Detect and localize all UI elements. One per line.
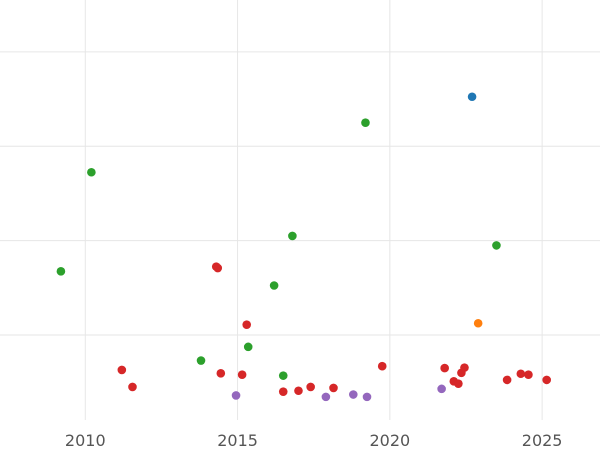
data-point-green bbox=[56, 267, 66, 276]
data-point-green bbox=[243, 342, 253, 352]
data-point-green bbox=[278, 371, 288, 380]
data-point-red bbox=[516, 369, 526, 379]
x-tick-label: 2020 bbox=[369, 431, 410, 450]
data-point-red bbox=[237, 370, 247, 379]
data-point-red bbox=[242, 320, 252, 329]
data-point-red bbox=[306, 382, 315, 392]
data-point-red bbox=[117, 365, 127, 375]
data-point-purple bbox=[348, 390, 358, 399]
data-point-red bbox=[278, 387, 288, 396]
data-point-green bbox=[288, 231, 297, 241]
data-point-blue bbox=[467, 92, 477, 102]
data-point-green bbox=[361, 118, 370, 127]
x-tick-label: 2010 bbox=[65, 431, 106, 450]
data-point-red bbox=[502, 375, 512, 385]
data-point-green bbox=[492, 241, 501, 250]
data-point-red bbox=[440, 363, 449, 373]
data-point-orange bbox=[473, 318, 483, 328]
data-point-red bbox=[542, 375, 552, 385]
data-point-green bbox=[87, 167, 96, 177]
data-point-purple bbox=[362, 392, 372, 402]
data-point-red bbox=[216, 368, 226, 378]
data-point-red bbox=[454, 379, 463, 388]
data-point-red bbox=[128, 382, 137, 392]
data-point-red bbox=[460, 363, 469, 372]
data-point-purple bbox=[231, 391, 241, 400]
x-tick-label: 2025 bbox=[522, 431, 563, 450]
data-point-purple bbox=[321, 392, 331, 402]
data-point-red bbox=[377, 361, 387, 371]
data-point-red bbox=[294, 386, 303, 396]
data-point-red bbox=[524, 370, 533, 379]
data-point-green bbox=[269, 281, 279, 290]
x-tick-label: 2015 bbox=[217, 431, 258, 450]
data-point-green bbox=[196, 356, 206, 365]
data-point-purple bbox=[437, 384, 446, 394]
grid-layer bbox=[0, 0, 600, 420]
data-point-red bbox=[329, 383, 338, 393]
points-layer bbox=[56, 92, 552, 402]
x-axis-ticks: 2010 2015 2020 2025 bbox=[65, 431, 563, 450]
data-point-red bbox=[213, 263, 223, 273]
